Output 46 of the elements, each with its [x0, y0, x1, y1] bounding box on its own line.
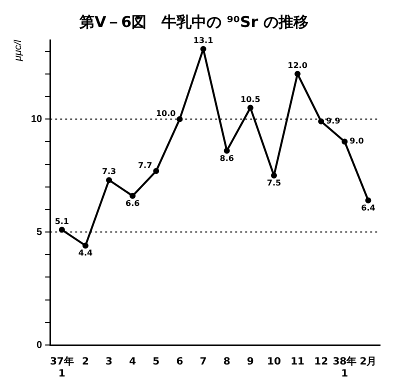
- x-tick-label: 3: [106, 356, 113, 368]
- point: [247, 104, 254, 111]
- point: [130, 192, 136, 199]
- y-tick-label: 5: [36, 226, 43, 238]
- data-label: 9.0: [350, 136, 364, 146]
- point: [58, 226, 65, 233]
- x-tick-label: 7: [200, 356, 207, 368]
- data-label: 6.6: [126, 198, 140, 208]
- data-label: 4.4: [78, 248, 93, 258]
- y-tick-label: 10: [31, 114, 43, 125]
- data-label: 9.9: [326, 116, 341, 126]
- data-label: 7.3: [102, 167, 116, 176]
- x-tick-label: 37年 1: [50, 356, 74, 380]
- x-tick-label: 4: [129, 356, 136, 368]
- point: [365, 197, 372, 204]
- data-label: 13.1: [193, 36, 214, 46]
- data-label: 8.6: [220, 154, 234, 163]
- y-axis-title: μμc/l: [12, 39, 24, 62]
- point: [106, 177, 112, 184]
- x-tick-label: 6: [176, 356, 184, 368]
- data-label: 6.4: [361, 203, 376, 212]
- x-tick-label: 8: [223, 356, 230, 368]
- x-tick-label: 2: [82, 356, 89, 368]
- x-tick-label: 38年 1: [332, 356, 357, 380]
- point: [270, 172, 277, 179]
- data-label: 10.0: [156, 109, 176, 118]
- data-label: 5.1: [54, 216, 70, 226]
- data-label: 7.5: [266, 178, 282, 188]
- x-tick-label: 12: [314, 356, 328, 368]
- x-tick-label: 11: [290, 356, 305, 368]
- data-label: 7.7: [138, 161, 152, 170]
- data-label: 12.0: [288, 60, 308, 70]
- x-tick-label: 9: [246, 356, 254, 368]
- x-tick-label: 5: [152, 356, 160, 368]
- data-label: 10.5: [240, 94, 261, 104]
- point: [153, 168, 160, 174]
- point: [294, 70, 301, 77]
- point: [318, 118, 324, 124]
- point: [176, 116, 183, 122]
- point: [224, 148, 230, 154]
- x-tick-label: 2月: [360, 356, 377, 368]
- chart-title: 第Ⅴ－6図 牛乳中の ⁹⁰Sr の推移: [78, 12, 308, 31]
- x-tick-label: 10: [267, 356, 281, 368]
- y-tick-label: 0: [36, 340, 43, 351]
- point: [82, 242, 88, 249]
- point: [342, 138, 348, 145]
